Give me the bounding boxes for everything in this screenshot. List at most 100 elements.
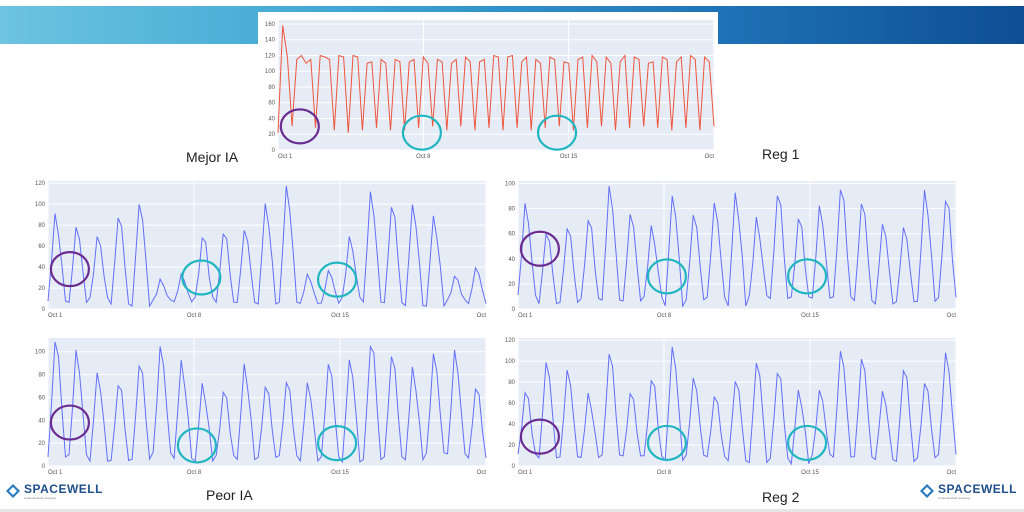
series-line: [517, 186, 957, 308]
x-tick-label: Oct: [477, 313, 487, 319]
series-line: [517, 346, 957, 466]
teal-annotation-circle: [786, 258, 828, 295]
y-tick-label: 40: [268, 116, 275, 122]
y-tick-label: 20: [268, 132, 275, 138]
y-tick-label: 120: [35, 181, 46, 187]
top-chart-panel: 0 20 40 60 80 100 120 140 160 Oct 1 Oct 8 Oct 15 Oct: [258, 12, 718, 167]
purple-annotation-circle: [519, 418, 561, 455]
logo-subtitle: a Nemetschek company: [24, 496, 57, 500]
teal-annotation-circle: [536, 114, 578, 151]
y-tick-label: 40: [508, 422, 515, 428]
y-tick-label: 20: [508, 443, 515, 449]
teal-annotation-circle: [401, 114, 442, 151]
y-tick-label: 0: [42, 307, 46, 313]
y-tick-label: 120: [265, 53, 276, 59]
y-tick-label: 100: [265, 69, 276, 75]
x-tick-label: Oct 15: [560, 154, 578, 160]
y-tick-label: 60: [38, 244, 45, 250]
y-tick-label: 160: [265, 22, 276, 28]
y-tick-label: 40: [38, 265, 45, 271]
y-tick-label: 40: [508, 257, 515, 263]
best-ai-chart: 0 20 40 60 80 100 120 Oct 1 Oct 8 Oct 15 Oct: [35, 181, 487, 319]
reg2-chart-panel: 0 20 40 60 80 100 120 Oct 1 Oct 8 Oct 15 Oct: [498, 330, 960, 482]
y-tick-label: 0: [272, 148, 276, 154]
teal-annotation-circle: [316, 425, 358, 462]
series-line: [47, 185, 487, 308]
y-tick-label: 0: [512, 307, 516, 313]
x-tick-label: Oct 1: [48, 313, 63, 319]
x-tick-label: Oct 1: [518, 313, 533, 319]
reg2-chart: 0 20 40 60 80 100 120 Oct 1 Oct 8 Oct 15 Oct: [505, 338, 957, 476]
worst-ai-chart-panel: 0 20 40 60 80 100 Oct 1 Oct 8 Oct 15 Oct: [28, 330, 490, 482]
reg1-chart-panel: 0 20 40 60 80 100 Oct 1 Oct 8 Oct 15 Oct: [498, 175, 960, 325]
footer-divider: [0, 509, 1024, 512]
y-tick-label: 0: [42, 464, 46, 470]
teal-annotation-circle: [176, 427, 218, 464]
plot-area: [518, 181, 956, 309]
teal-annotation-circle: [181, 259, 222, 296]
x-tick-label: Oct 8: [187, 470, 202, 476]
spacewell-mark-icon: [920, 484, 934, 498]
y-tick-label: 140: [265, 38, 276, 44]
y-tick-label: 60: [38, 395, 45, 401]
y-tick-label: 80: [508, 207, 515, 213]
plot-area: [48, 181, 486, 309]
y-tick-label: 20: [38, 441, 45, 447]
purple-annotation-circle: [519, 230, 561, 267]
top-chart: 0 20 40 60 80 100 120 140 160 Oct 1 Oct 8 Oct 15 Oct: [265, 20, 715, 160]
y-tick-label: 80: [508, 380, 515, 386]
teal-annotation-circle: [646, 424, 688, 462]
y-tick-label: 60: [508, 401, 515, 407]
y-tick-label: 60: [268, 101, 275, 107]
label-reg2: Reg 2: [762, 489, 800, 505]
x-tick-label: Oct 8: [657, 470, 672, 476]
teal-annotation-circle: [786, 424, 828, 462]
x-tick-label: Oct: [477, 470, 487, 476]
x-tick-label: Oct 1: [278, 154, 293, 160]
y-tick-label: 100: [35, 202, 46, 208]
x-tick-label: Oct 8: [187, 313, 202, 319]
x-tick-label: Oct 8: [657, 313, 672, 319]
spacewell-logo-left: SPACEWELL a Nemetschek company: [6, 482, 103, 500]
y-tick-label: 20: [38, 286, 45, 292]
y-tick-label: 40: [38, 418, 45, 424]
label-worst-ai: Peor IA: [206, 487, 253, 503]
y-tick-label: 20: [508, 282, 515, 288]
plot-area: [518, 338, 956, 466]
x-tick-label: Oct: [705, 154, 715, 160]
y-tick-label: 100: [505, 359, 516, 365]
purple-annotation-circle: [49, 251, 91, 288]
x-tick-label: Oct 15: [801, 470, 819, 476]
y-tick-label: 0: [512, 464, 516, 470]
y-tick-label: 120: [505, 338, 516, 344]
logo-text: SPACEWELL: [938, 482, 1017, 496]
x-tick-label: Oct 1: [518, 470, 533, 476]
label-best-ai: Mejor IA: [186, 149, 239, 165]
purple-annotation-circle: [49, 404, 91, 441]
plot-area: [278, 20, 714, 150]
x-tick-label: Oct 8: [416, 154, 431, 160]
best-ai-chart-panel: 0 20 40 60 80 100 120 Oct 1 Oct 8 Oct 15 Oct: [28, 175, 490, 325]
y-tick-label: 100: [505, 182, 516, 188]
series-line: [277, 25, 715, 133]
series-line: [47, 341, 487, 464]
teal-annotation-circle: [646, 258, 688, 295]
y-tick-label: 80: [38, 223, 45, 229]
x-tick-label: Oct 1: [48, 470, 63, 476]
x-tick-label: Oct: [947, 470, 957, 476]
x-tick-label: Oct 15: [331, 313, 349, 319]
plot-area: [48, 338, 486, 466]
x-tick-label: Oct: [947, 313, 957, 319]
spacewell-mark-icon: [6, 484, 20, 498]
y-tick-label: 60: [508, 232, 515, 238]
x-tick-label: Oct 15: [801, 313, 819, 319]
y-tick-label: 80: [268, 85, 275, 91]
y-tick-label: 80: [38, 373, 45, 379]
purple-annotation-circle: [279, 108, 320, 145]
worst-ai-chart: 0 20 40 60 80 100 Oct 1 Oct 8 Oct 15 Oct: [35, 338, 487, 476]
reg1-chart: 0 20 40 60 80 100 Oct 1 Oct 8 Oct 15 Oct: [505, 181, 957, 319]
label-reg1: Reg 1: [762, 146, 800, 162]
logo-text: SPACEWELL: [24, 482, 103, 496]
logo-subtitle: a Nemetschek company: [938, 496, 971, 500]
x-tick-label: Oct 15: [331, 470, 349, 476]
